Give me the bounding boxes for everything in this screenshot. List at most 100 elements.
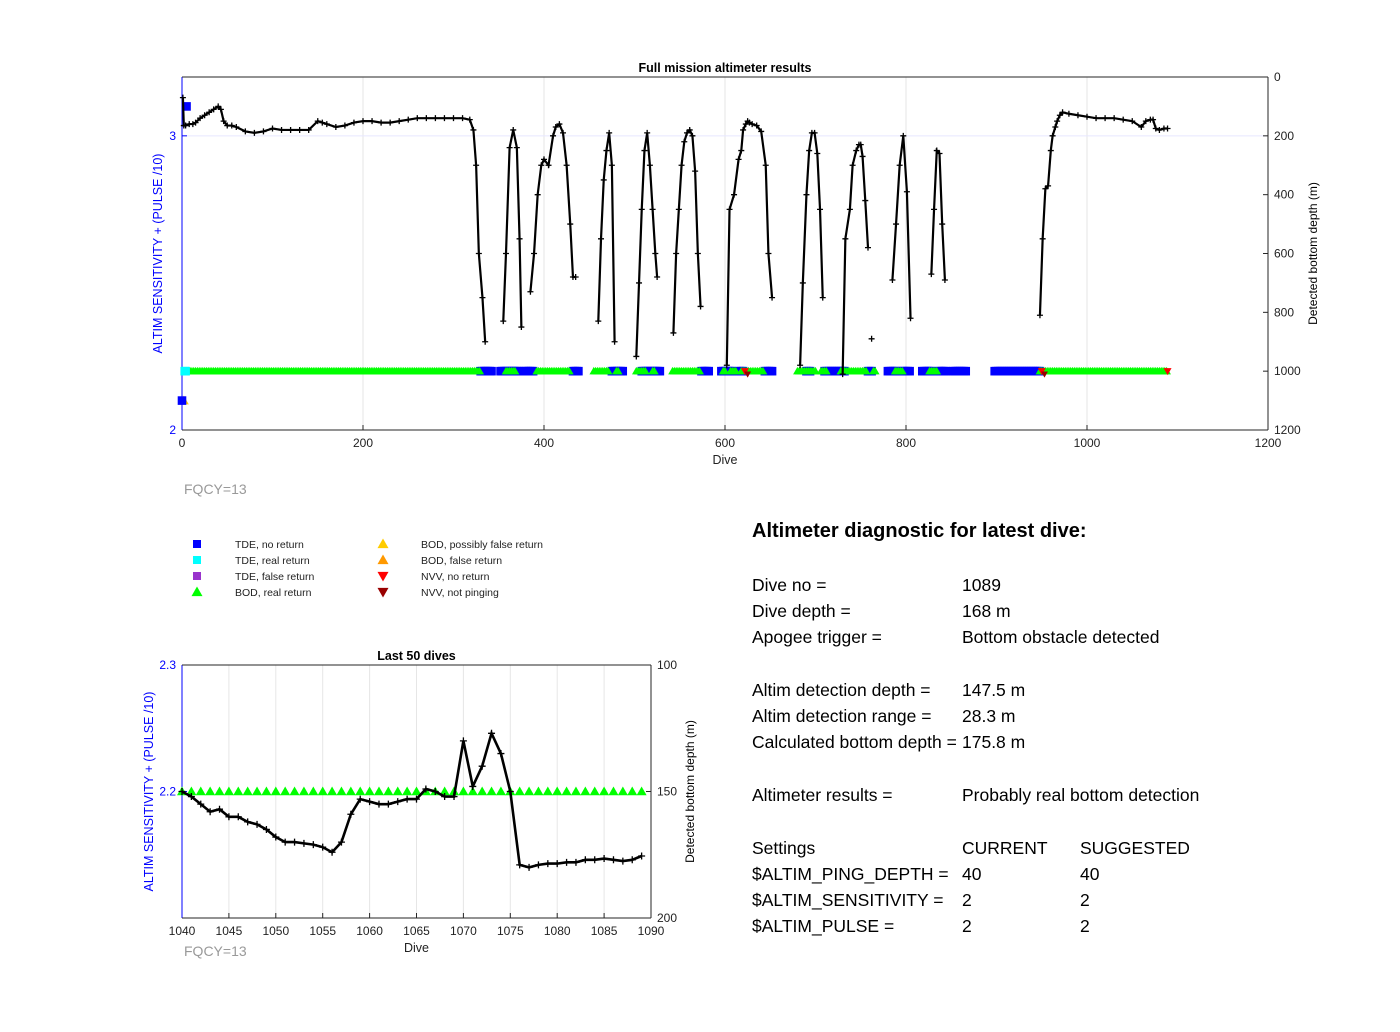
depth-point <box>260 128 267 135</box>
depth-point <box>900 132 907 139</box>
depth-point <box>740 126 747 133</box>
depth-point <box>201 112 208 119</box>
depth-point <box>864 244 871 251</box>
depth-point <box>233 124 240 131</box>
bod-real-return-marker <box>364 786 375 796</box>
altim-detection-range-value: 28.3 m <box>962 706 1016 726</box>
depth-point <box>450 115 457 122</box>
legend-item: NVV, not pinging <box>377 587 499 599</box>
depth-point <box>556 121 563 128</box>
legend-square-marker <box>193 572 201 580</box>
depth-point <box>403 795 411 803</box>
depth-point <box>758 128 765 135</box>
bod-real-return-marker <box>373 786 384 796</box>
legend-item: BOD, false return <box>377 554 502 567</box>
depth-point <box>678 162 685 169</box>
x-tick-label: 1075 <box>497 924 524 938</box>
depth-point <box>296 126 303 133</box>
depth-point <box>244 818 252 826</box>
depth-point <box>560 129 567 136</box>
depth-point <box>933 147 940 154</box>
depth-point <box>350 119 357 126</box>
depth-point <box>210 106 217 113</box>
depth-point <box>178 788 186 795</box>
depth-point <box>683 129 690 136</box>
depth-point <box>516 861 524 869</box>
depth-point <box>931 206 938 213</box>
legend-item: BOD, real return <box>191 586 312 599</box>
depth-point <box>182 122 189 129</box>
depth-point <box>765 250 772 257</box>
bod-real-return-marker <box>603 366 613 375</box>
depth-point <box>323 121 330 128</box>
depth-point <box>939 221 946 228</box>
tde-no-return-marker <box>514 366 523 376</box>
tde-no-return-marker <box>177 396 187 405</box>
legend-label: TDE, false return <box>235 571 315 583</box>
depth-point <box>1047 147 1054 154</box>
x-tick-label: 1000 <box>1074 436 1101 450</box>
depth-point <box>347 810 355 818</box>
tde-no-return-marker <box>704 366 714 376</box>
depth-point <box>1156 126 1163 133</box>
depth-point <box>1056 112 1063 119</box>
depth-point <box>541 156 547 163</box>
depth-point <box>726 206 733 213</box>
depth-point <box>753 122 760 129</box>
depth-point <box>1052 124 1059 131</box>
setting-sensitivity-label: $ALTIM_SENSITIVITY = <box>752 890 944 910</box>
tde-no-return-marker <box>767 366 777 376</box>
depth-point <box>907 315 914 322</box>
depth-point <box>341 122 348 129</box>
dive-no-value: 1089 <box>962 575 1001 595</box>
last-50-chart: 1040 1045 1050 1055 1060 1065 1070 1075 1080 1085… <box>142 649 697 959</box>
bod-real-return-marker <box>186 786 197 796</box>
depth-line <box>891 135 912 319</box>
depth-point <box>197 800 205 808</box>
depth-point <box>649 206 656 213</box>
tde-no-return-marker <box>618 366 628 376</box>
depth-point <box>857 141 864 148</box>
bod-real-return-marker <box>223 786 234 796</box>
depth-point <box>384 800 392 808</box>
depth-point <box>849 162 856 169</box>
x-tick-label: 1040 <box>169 924 196 938</box>
depth-point <box>842 235 849 242</box>
depth-point <box>319 843 327 851</box>
legend-label: BOD, possibly false return <box>421 539 543 551</box>
depth-point <box>552 124 559 131</box>
bod-real-return-marker <box>627 786 638 796</box>
tde-no-return-marker <box>487 366 496 376</box>
depth-point <box>473 162 480 169</box>
bod-real-return-marker <box>561 786 572 796</box>
depth-point <box>731 191 738 198</box>
depth-point <box>550 132 557 139</box>
depth-point <box>1142 118 1149 125</box>
depth-point <box>510 126 517 133</box>
legend-item: BOD, possibly false return <box>377 538 543 551</box>
depth-point <box>638 852 646 860</box>
depth-point <box>1042 185 1049 192</box>
depth-point <box>414 115 421 122</box>
depth-point <box>598 235 605 242</box>
depth-point <box>291 838 299 846</box>
depth-point <box>636 279 643 286</box>
bod-real-return-marker <box>542 786 553 796</box>
depth-point <box>889 276 896 283</box>
tde-no-return-marker <box>182 102 191 111</box>
tde-no-return-marker <box>528 366 538 376</box>
legend: TDE, no return TDE, real return TDE, false… <box>191 538 543 599</box>
y-right-tick-label: 200 <box>1274 129 1294 143</box>
y-right-tick-label: 150 <box>657 785 677 799</box>
legend-label: NVV, not pinging <box>421 587 499 599</box>
depth-point <box>459 115 466 122</box>
y-left-tick-label: 2.2 <box>159 785 176 799</box>
depth-point <box>441 793 449 801</box>
depth-point <box>633 353 640 360</box>
y-right-tick-label: 1200 <box>1274 423 1301 437</box>
x-tick-label: 1085 <box>591 924 618 938</box>
depth-point <box>192 119 199 126</box>
x-axis-label: Dive <box>712 453 737 467</box>
depth-point <box>450 793 458 801</box>
depth-point <box>1164 125 1171 132</box>
